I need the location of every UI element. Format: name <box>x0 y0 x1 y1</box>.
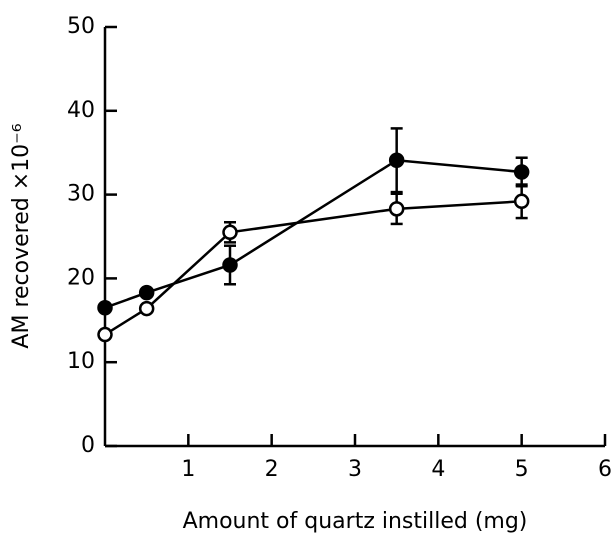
x-tick-label: 6 <box>598 457 612 482</box>
y-tick-label: 40 <box>67 98 95 123</box>
y-tick-label: 10 <box>67 349 95 374</box>
y-axis-label: AM recovered ×10⁻⁶ <box>9 123 34 348</box>
point <box>97 299 113 316</box>
point <box>222 257 238 273</box>
x-tick-label: 5 <box>515 457 529 482</box>
point <box>222 224 238 241</box>
point <box>138 300 155 317</box>
x-tick-label: 1 <box>181 457 195 482</box>
point <box>138 284 155 301</box>
point <box>388 201 405 217</box>
series-line <box>104 158 522 309</box>
point <box>97 326 113 343</box>
y-tick-label: 0 <box>81 433 95 458</box>
y-tick-label: 30 <box>67 182 95 207</box>
x-axis-label: Amount of quartz instilled (mg) <box>183 509 528 534</box>
point <box>513 193 530 210</box>
x-tick-label: 2 <box>265 457 279 482</box>
x-tick-label: 3 <box>348 457 362 482</box>
point <box>513 164 530 180</box>
y-tick-label: 50 <box>67 14 95 39</box>
series-line <box>104 200 522 336</box>
y-tick-label: 20 <box>67 265 95 290</box>
x-tick-label: 4 <box>431 457 445 482</box>
point <box>388 152 405 168</box>
